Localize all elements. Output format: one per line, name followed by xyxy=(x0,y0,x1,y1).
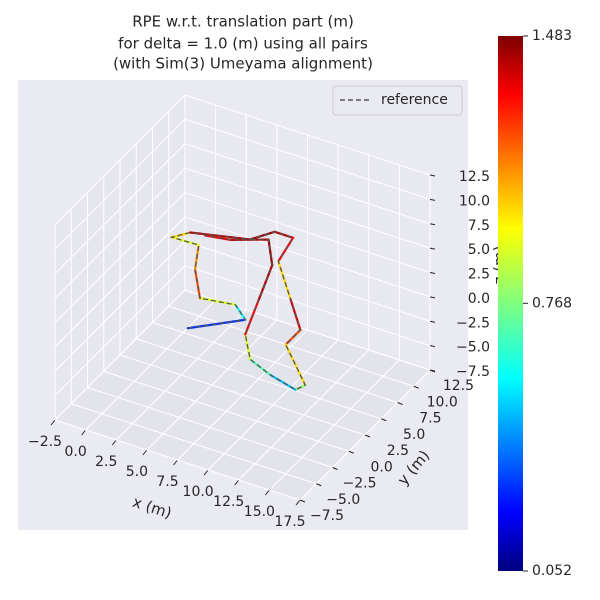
z-tick-label: 10.0 xyxy=(459,193,490,209)
x-tick-label: 17.5 xyxy=(274,514,305,530)
x-tick-label: 5.0 xyxy=(126,464,148,480)
grid-line xyxy=(184,167,431,249)
y-tick xyxy=(364,434,371,438)
trajectory xyxy=(169,230,307,391)
tick-labels: −2.50.02.55.07.510.012.515.017.5 −7.5−5.0… xyxy=(28,169,490,530)
z-tick xyxy=(429,296,436,299)
y-tick-label: −2.5 xyxy=(343,476,377,492)
reference-line xyxy=(169,231,307,391)
y-tick-label: 5.0 xyxy=(403,427,425,443)
chart-title: for delta = 1.0 (m) using all pairs xyxy=(118,35,368,53)
z-tick-label: 2.5 xyxy=(468,267,490,283)
grid-line xyxy=(184,216,431,298)
y-tick xyxy=(381,418,387,422)
x-tick xyxy=(50,419,56,426)
x-tick-label: 0.0 xyxy=(64,444,86,460)
x-tick xyxy=(81,429,87,436)
y-tick xyxy=(397,402,403,405)
z-tick-label: 5.0 xyxy=(468,242,490,258)
grid-line xyxy=(152,322,398,403)
grid-line xyxy=(184,118,431,200)
z-tick-label: −5.0 xyxy=(456,340,490,356)
y-tick xyxy=(332,467,338,470)
grid-line xyxy=(184,192,431,273)
x-tick-label: 12.5 xyxy=(213,494,244,510)
colorbar-tick-label: 1.483 xyxy=(532,28,572,44)
grid-line xyxy=(54,419,301,501)
y-tick-label: 7.5 xyxy=(419,411,441,427)
colorbar-ticks: 0.052 0.768 1.483 xyxy=(523,28,572,579)
z-tick xyxy=(429,272,436,274)
x-tick xyxy=(111,439,117,446)
grid-line xyxy=(184,94,431,176)
y-tick-label: −7.5 xyxy=(310,508,344,524)
z-tick xyxy=(429,198,436,201)
grid-line xyxy=(54,240,186,372)
grid xyxy=(50,94,436,506)
x-tick-label: 15.0 xyxy=(244,504,275,520)
grid-line xyxy=(54,143,186,275)
grid-line xyxy=(136,338,382,420)
error-segment xyxy=(267,238,274,267)
grid-line xyxy=(87,387,333,468)
z-tick-label: 12.5 xyxy=(459,169,490,185)
y-tick xyxy=(299,499,306,503)
grid-line xyxy=(54,289,186,421)
legend-box xyxy=(332,85,463,116)
grid-line xyxy=(54,119,186,250)
z-tick xyxy=(429,320,436,323)
z-tick-label: −2.5 xyxy=(456,315,490,331)
x-tick-label: −2.5 xyxy=(28,434,62,450)
x-tick-label: 2.5 xyxy=(95,454,117,470)
y-tick-label: 0.0 xyxy=(370,459,392,475)
chart-title: (with Sim(3) Umeyama alignment) xyxy=(113,55,373,73)
z-tick xyxy=(429,247,436,250)
colorbar-tick-label: 0.768 xyxy=(532,295,572,311)
error-segment xyxy=(249,230,276,241)
colorbar xyxy=(498,36,523,571)
grid-line xyxy=(184,265,431,347)
y-tick-label: −5.0 xyxy=(326,492,360,508)
legend-label: reference xyxy=(381,92,448,108)
y-tick-label: 12.5 xyxy=(443,378,474,394)
z-tick-label: −7.5 xyxy=(456,364,490,380)
x-tick xyxy=(234,479,240,486)
x-tick-label: 7.5 xyxy=(156,474,178,490)
x-tick xyxy=(203,469,209,476)
y-tick xyxy=(348,450,354,454)
x-tick xyxy=(264,489,270,496)
error-segment xyxy=(203,234,232,241)
grid-line xyxy=(54,167,186,299)
x-tick xyxy=(173,459,178,466)
grid-line xyxy=(103,370,349,452)
y-tick-label: 2.5 xyxy=(387,443,409,459)
grid-line xyxy=(119,354,366,436)
z-tick xyxy=(429,223,436,226)
legend: reference xyxy=(332,85,463,116)
z-tick xyxy=(429,345,436,348)
y-tick xyxy=(316,483,322,487)
grid-line xyxy=(54,192,186,323)
y-tick xyxy=(413,385,419,389)
grid-line xyxy=(184,143,431,225)
z-tick-label: 0.0 xyxy=(468,291,490,307)
x-tick-label: 10.0 xyxy=(183,484,214,500)
grid-line xyxy=(71,403,317,485)
z-tick xyxy=(429,369,436,372)
grid-line xyxy=(184,240,431,322)
x-tick xyxy=(142,449,148,456)
grid-line xyxy=(168,305,414,387)
x-tick xyxy=(295,499,301,506)
y-tick-label: 10.0 xyxy=(427,394,458,410)
grid-line xyxy=(54,216,186,348)
grid-line xyxy=(54,265,186,396)
grid-line xyxy=(54,94,186,226)
chart-title: RPE w.r.t. translation part (m) xyxy=(132,13,354,31)
z-tick-label: 7.5 xyxy=(468,218,490,234)
colorbar-tick-label: 0.052 xyxy=(532,563,572,579)
z-tick xyxy=(429,174,436,177)
